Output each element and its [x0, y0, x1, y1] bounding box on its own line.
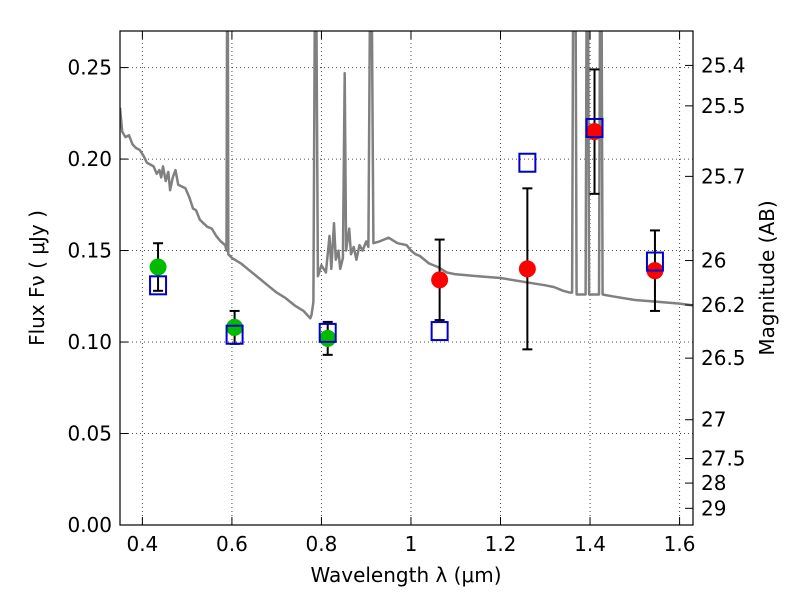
mag-tick-label: 29 [701, 496, 726, 520]
green-data-point [149, 258, 167, 276]
model-flux-square [518, 152, 537, 173]
y-tick-label: 0.05 [67, 422, 112, 446]
model-flux-square [149, 275, 168, 296]
sed-model-layer [120, 31, 693, 320]
model-flux-square [225, 324, 244, 345]
x-tick-label: 1.4 [574, 532, 606, 556]
mag-tick-label: 26 [701, 249, 726, 273]
green-data-point [319, 329, 337, 347]
y-axis-title: Flux Fν ( μJy ) [25, 210, 49, 346]
mag-tick-label: 28 [701, 471, 726, 495]
data-points-layer [149, 68, 664, 356]
grid [120, 31, 693, 526]
x-tick-labels: 0.4 0.6 0.8 1 1.2 1.4 1.6 [126, 532, 695, 556]
y-tick-label: 0.20 [67, 147, 112, 171]
axis-ticks [120, 31, 693, 526]
mag-tick-label: 25.5 [701, 94, 746, 118]
mag-tick-label: 26.2 [701, 293, 746, 317]
x-tick-label: 0.8 [306, 532, 338, 556]
x-tick-label: 0.4 [126, 532, 158, 556]
y-tick-labels: 0.00 0.05 0.10 0.15 0.20 0.25 [67, 56, 112, 537]
x-tick-label: 1.2 [485, 532, 517, 556]
y-tick-label: 0.00 [67, 513, 112, 537]
x-tick-label: 1.6 [664, 532, 696, 556]
sed-model-line [120, 31, 693, 320]
y-tick-label: 0.15 [67, 239, 112, 263]
model-flux-square [318, 322, 337, 343]
mag-tick-label: 26.5 [701, 346, 746, 370]
model-flux-square [585, 117, 604, 138]
mag-tick-label: 27.5 [701, 447, 746, 471]
mag-tick-label: 25.7 [701, 164, 746, 188]
x-tick-label: 1 [405, 532, 418, 556]
y-tick-label: 0.10 [67, 330, 112, 354]
plot-frame [119, 30, 694, 526]
mag-tick-label: 25.4 [701, 53, 746, 77]
y-tick-label: 0.25 [67, 56, 112, 80]
red-data-point [518, 260, 536, 278]
green-data-point [226, 318, 244, 336]
x-axis-title: Wavelength λ (μm) [310, 563, 501, 587]
model-flux-square [430, 321, 449, 342]
x-tick-label: 0.6 [216, 532, 248, 556]
red-data-point [431, 271, 449, 289]
model-flux-square [645, 251, 664, 272]
mag-tick-label: 27 [701, 408, 726, 432]
y-axis-right-title: Magnitude (AB) [755, 200, 779, 355]
